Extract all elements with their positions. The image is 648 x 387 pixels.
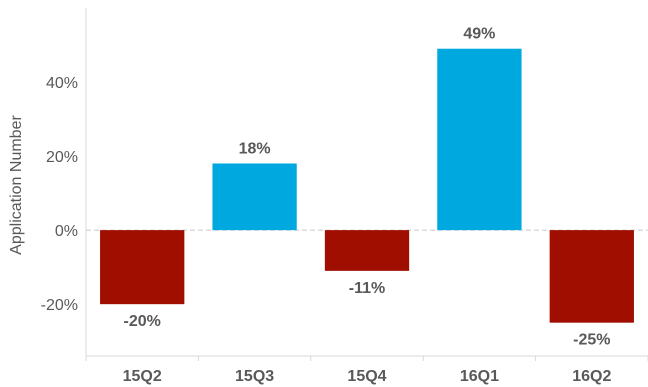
data-label: 18% [239,140,271,157]
bar-15Q3 [212,163,297,231]
data-label: 49% [463,26,495,43]
y-tick-label: -20% [41,297,78,314]
bar-15Q4 [324,230,410,271]
category-label: 16Q1 [460,368,499,385]
bars [100,48,634,323]
bar-16Q1 [437,48,522,231]
category-label: 16Q2 [572,368,611,385]
bar-15Q2 [100,230,185,305]
category-labels: 15Q2 15Q3 15Q4 16Q1 16Q2 [123,368,612,385]
data-label: -11% [349,280,385,297]
category-label: 15Q4 [347,368,386,385]
y-tick-labels: -20% 0% 20% 40% [41,75,78,314]
category-label: 15Q3 [235,368,274,385]
y-tick-label: 0% [55,223,78,240]
data-label: -25% [573,332,610,349]
y-tick-label: 20% [46,149,78,166]
data-label: -20% [124,313,161,330]
data-labels: -20% 18% -11% 49% -25% [124,26,611,349]
category-label: 15Q2 [123,368,162,385]
x-tick-marks [85,356,648,361]
y-axis-label: Application Number [8,115,25,255]
bar-16Q2 [549,230,634,323]
y-tick-label: 40% [46,75,78,92]
